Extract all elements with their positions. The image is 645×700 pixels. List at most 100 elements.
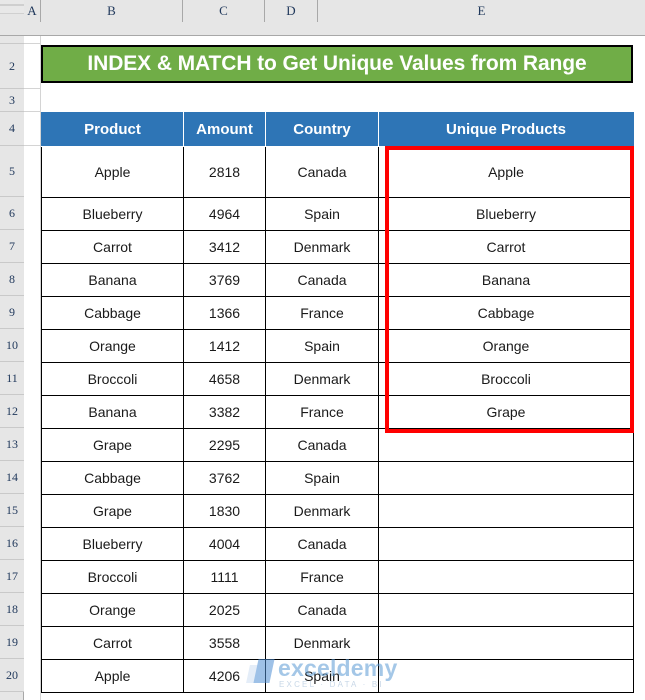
cell-unique[interactable]: Cabbage: [378, 296, 634, 330]
cell-product[interactable]: Broccoli: [41, 362, 184, 396]
column-header-e[interactable]: E: [318, 0, 645, 22]
cell-country[interactable]: France: [265, 395, 379, 429]
cell-unique[interactable]: [378, 659, 634, 693]
cell-unique[interactable]: [378, 461, 634, 495]
table-row[interactable]: Broccoli 1111 France: [41, 560, 634, 594]
row-header-9[interactable]: 9: [0, 296, 24, 329]
table-row[interactable]: Carrot 3412 Denmark Carrot: [41, 230, 634, 264]
table-row[interactable]: Broccoli 4658 Denmark Broccoli: [41, 362, 634, 396]
row-header-15[interactable]: 15: [0, 494, 24, 527]
table-row[interactable]: Apple 2818 Canada Apple: [41, 146, 634, 198]
row-header-7[interactable]: 7: [0, 230, 24, 263]
cell-product[interactable]: Orange: [41, 593, 184, 627]
table-row[interactable]: Banana 3769 Canada Banana: [41, 263, 634, 297]
cell-country[interactable]: France: [265, 560, 379, 594]
table-row[interactable]: Cabbage 3762 Spain: [41, 461, 634, 495]
cell-country[interactable]: Spain: [265, 461, 379, 495]
cell-product[interactable]: Carrot: [41, 230, 184, 264]
cell-amount[interactable]: 2818: [183, 146, 266, 198]
table-row[interactable]: Blueberry 4964 Spain Blueberry: [41, 197, 634, 231]
column-header-amount[interactable]: Amount: [183, 112, 266, 147]
row-header-17[interactable]: 17: [0, 560, 24, 593]
cell-amount[interactable]: 1366: [183, 296, 266, 330]
cell-unique[interactable]: [378, 626, 634, 660]
cell-country[interactable]: Denmark: [265, 626, 379, 660]
cell-product[interactable]: Apple: [41, 659, 184, 693]
cell-amount[interactable]: 1111: [183, 560, 266, 594]
table-row[interactable]: Orange 1412 Spain Orange: [41, 329, 634, 363]
cell-country[interactable]: Canada: [265, 428, 379, 462]
cell-amount[interactable]: 2295: [183, 428, 266, 462]
cell-country[interactable]: Denmark: [265, 362, 379, 396]
cell-amount[interactable]: 1412: [183, 329, 266, 363]
table-row[interactable]: Grape 1830 Denmark: [41, 494, 634, 528]
cell-country[interactable]: Canada: [265, 263, 379, 297]
cell-country[interactable]: Denmark: [265, 230, 379, 264]
page-title[interactable]: INDEX & MATCH to Get Unique Values from …: [41, 45, 633, 83]
cell-product[interactable]: Banana: [41, 263, 184, 297]
cell-amount[interactable]: 3769: [183, 263, 266, 297]
cell-amount[interactable]: 2025: [183, 593, 266, 627]
cell-product[interactable]: Carrot: [41, 626, 184, 660]
cell-country[interactable]: Spain: [265, 197, 379, 231]
cell-country[interactable]: France: [265, 296, 379, 330]
table-row[interactable]: Grape 2295 Canada: [41, 428, 634, 462]
cell-product[interactable]: Cabbage: [41, 461, 184, 495]
row-header-3[interactable]: 3: [0, 89, 24, 112]
column-header-unique-products[interactable]: Unique Products: [378, 112, 634, 147]
row-header-16[interactable]: 16: [0, 527, 24, 560]
cell-country[interactable]: Denmark: [265, 494, 379, 528]
cell-product[interactable]: Banana: [41, 395, 184, 429]
cell-country[interactable]: Spain: [265, 329, 379, 363]
row-header-6[interactable]: 6: [0, 197, 24, 230]
cell-product[interactable]: Blueberry: [41, 197, 184, 231]
column-header-country[interactable]: Country: [265, 112, 379, 147]
cell-product[interactable]: Grape: [41, 428, 184, 462]
cell-amount[interactable]: 4964: [183, 197, 266, 231]
cell-product[interactable]: Grape: [41, 494, 184, 528]
cell-unique[interactable]: Broccoli: [378, 362, 634, 396]
row-header-8[interactable]: 8: [0, 263, 24, 296]
row-header-4[interactable]: 4: [0, 112, 24, 146]
table-row[interactable]: Banana 3382 France Grape: [41, 395, 634, 429]
cell-country[interactable]: Canada: [265, 593, 379, 627]
cell-country[interactable]: Canada: [265, 146, 379, 198]
table-row[interactable]: Blueberry 4004 Canada: [41, 527, 634, 561]
cell-amount[interactable]: 4004: [183, 527, 266, 561]
cell-unique[interactable]: [378, 593, 634, 627]
cell-unique[interactable]: Orange: [378, 329, 634, 363]
cell-unique[interactable]: Carrot: [378, 230, 634, 264]
cell-amount[interactable]: 3762: [183, 461, 266, 495]
cell-amount[interactable]: 3412: [183, 230, 266, 264]
cell-unique[interactable]: Blueberry: [378, 197, 634, 231]
row-header-2[interactable]: 2: [0, 44, 24, 89]
row-header-1[interactable]: [0, 36, 24, 44]
cell-amount[interactable]: 3558: [183, 626, 266, 660]
cell-amount[interactable]: 3382: [183, 395, 266, 429]
cell-product[interactable]: Apple: [41, 146, 184, 198]
cell-amount[interactable]: 4206: [183, 659, 266, 693]
cell-unique[interactable]: Grape: [378, 395, 634, 429]
column-header-product[interactable]: Product: [41, 112, 184, 147]
row-header-5[interactable]: 5: [0, 146, 24, 197]
row-header-11[interactable]: 11: [0, 362, 24, 395]
cell-unique[interactable]: [378, 560, 634, 594]
column-header-d[interactable]: D: [265, 0, 318, 22]
cell-country[interactable]: Spain: [265, 659, 379, 693]
row-header-18[interactable]: 18: [0, 593, 24, 626]
table-row[interactable]: Carrot 3558 Denmark: [41, 626, 634, 660]
row-header-20[interactable]: 20: [0, 659, 24, 692]
cell-amount[interactable]: 4658: [183, 362, 266, 396]
row-header-14[interactable]: 14: [0, 461, 24, 494]
cell-product[interactable]: Broccoli: [41, 560, 184, 594]
row-header-12[interactable]: 12: [0, 395, 24, 428]
cell-unique[interactable]: [378, 428, 634, 462]
column-header-b[interactable]: B: [41, 0, 183, 22]
column-header-a[interactable]: A: [24, 0, 41, 22]
cell-unique[interactable]: [378, 527, 634, 561]
cell-unique[interactable]: [378, 494, 634, 528]
row-header-13[interactable]: 13: [0, 428, 24, 461]
cell-amount[interactable]: 1830: [183, 494, 266, 528]
cell-product[interactable]: Cabbage: [41, 296, 184, 330]
column-header-c[interactable]: C: [183, 0, 265, 22]
